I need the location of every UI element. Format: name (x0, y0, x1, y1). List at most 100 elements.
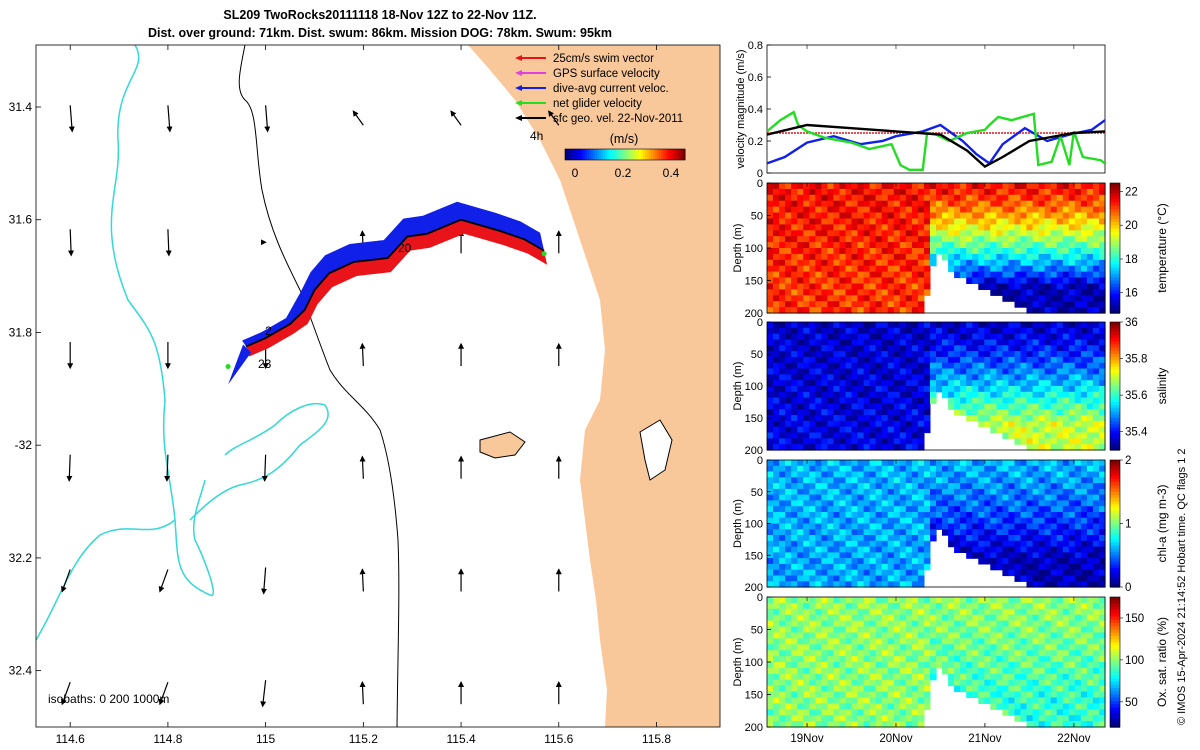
section-cell (893, 307, 901, 314)
section-cell (899, 563, 907, 571)
section-cell (809, 230, 816, 237)
section-cell (881, 248, 889, 255)
section-cell (821, 703, 828, 710)
section-cell (779, 426, 786, 434)
section-cell (875, 386, 883, 393)
section-cell (1026, 703, 1034, 710)
section-cell (930, 483, 937, 490)
section-cell (815, 535, 822, 542)
section-cell (942, 339, 949, 346)
section-cell (785, 656, 792, 663)
section-cell (954, 500, 961, 507)
section-cell (833, 183, 840, 190)
section-cell (996, 259, 1003, 267)
section-cell (1086, 230, 1094, 237)
colorbar-cell (621, 149, 624, 160)
section-cell (875, 301, 883, 308)
section-cell (821, 581, 828, 588)
section-cell (1062, 535, 1070, 542)
section-cell (803, 397, 810, 404)
section-cell (1056, 638, 1064, 645)
section-cell (845, 614, 853, 622)
section-cell (1026, 709, 1034, 716)
section-cell (1014, 569, 1022, 577)
section-cell (1050, 691, 1058, 698)
section-cell (1020, 638, 1028, 645)
section-cell (1014, 212, 1022, 219)
section-cell (1050, 506, 1058, 513)
section-cell (893, 460, 901, 467)
section-cell (773, 575, 780, 582)
section-cell (1074, 374, 1082, 381)
section-cell (990, 471, 997, 478)
section-cell (869, 523, 877, 530)
section-cell (821, 673, 828, 681)
section-cell (1068, 307, 1076, 314)
section-cell (1068, 620, 1076, 628)
section-cell (996, 558, 1003, 565)
section-cell (845, 656, 853, 663)
section-cell (833, 271, 840, 279)
section-cell (863, 494, 871, 501)
section-cell (1038, 517, 1046, 525)
section-cell (815, 575, 822, 582)
section-cell (821, 307, 828, 314)
section-cell (960, 368, 967, 375)
section-cell (966, 477, 973, 484)
section-cell (821, 620, 828, 628)
section-colorbar-cell (1110, 228, 1120, 233)
section-cell (1044, 697, 1052, 704)
section-cell (821, 512, 828, 519)
section-cell (1086, 721, 1094, 728)
section-cell (996, 289, 1003, 296)
section-cell (996, 351, 1003, 358)
section-cell (881, 380, 889, 387)
section-cell (1044, 277, 1052, 284)
section-cell (869, 685, 877, 693)
section-cell (803, 426, 810, 434)
section-cell (767, 327, 774, 335)
section-cell (803, 602, 810, 610)
section-cell (1044, 483, 1052, 490)
section-cell (1038, 248, 1046, 255)
section-cell (1099, 351, 1106, 358)
section-cell (797, 558, 804, 565)
section-cell (863, 685, 871, 693)
section-cell (797, 432, 804, 439)
section-cell (833, 626, 840, 633)
section-cell (857, 426, 865, 434)
section-cell (1014, 697, 1022, 704)
colorbar-cell (585, 149, 588, 160)
section-cell (899, 721, 907, 728)
section-cell (851, 351, 859, 358)
section-cell (1056, 632, 1064, 639)
section-cell (767, 420, 774, 428)
section-cell (827, 206, 834, 214)
section-cell (1026, 236, 1034, 243)
section-cell (1032, 188, 1040, 196)
section-cell (1002, 697, 1009, 704)
section-cell (911, 529, 919, 536)
section-cell (954, 523, 961, 530)
section-cell (863, 569, 871, 577)
section-cell (791, 535, 798, 542)
section-cell (1062, 558, 1070, 565)
section-cell (851, 230, 859, 237)
section-cell (1080, 546, 1088, 553)
section-cell (845, 575, 853, 582)
section-cell (857, 540, 865, 548)
section-cell (905, 569, 913, 577)
section-cell (1032, 415, 1040, 422)
section-cell (917, 465, 925, 473)
section-cell (1056, 535, 1064, 542)
section-cell (948, 667, 955, 675)
section-cell (1080, 236, 1088, 243)
section-cell (1008, 662, 1015, 669)
section-cell (827, 415, 834, 422)
section-cell (1086, 523, 1094, 530)
section-cell (875, 242, 883, 249)
section-cell (827, 242, 834, 249)
section-cell (996, 512, 1003, 519)
section-cell (863, 409, 871, 416)
section-cell (954, 471, 961, 478)
